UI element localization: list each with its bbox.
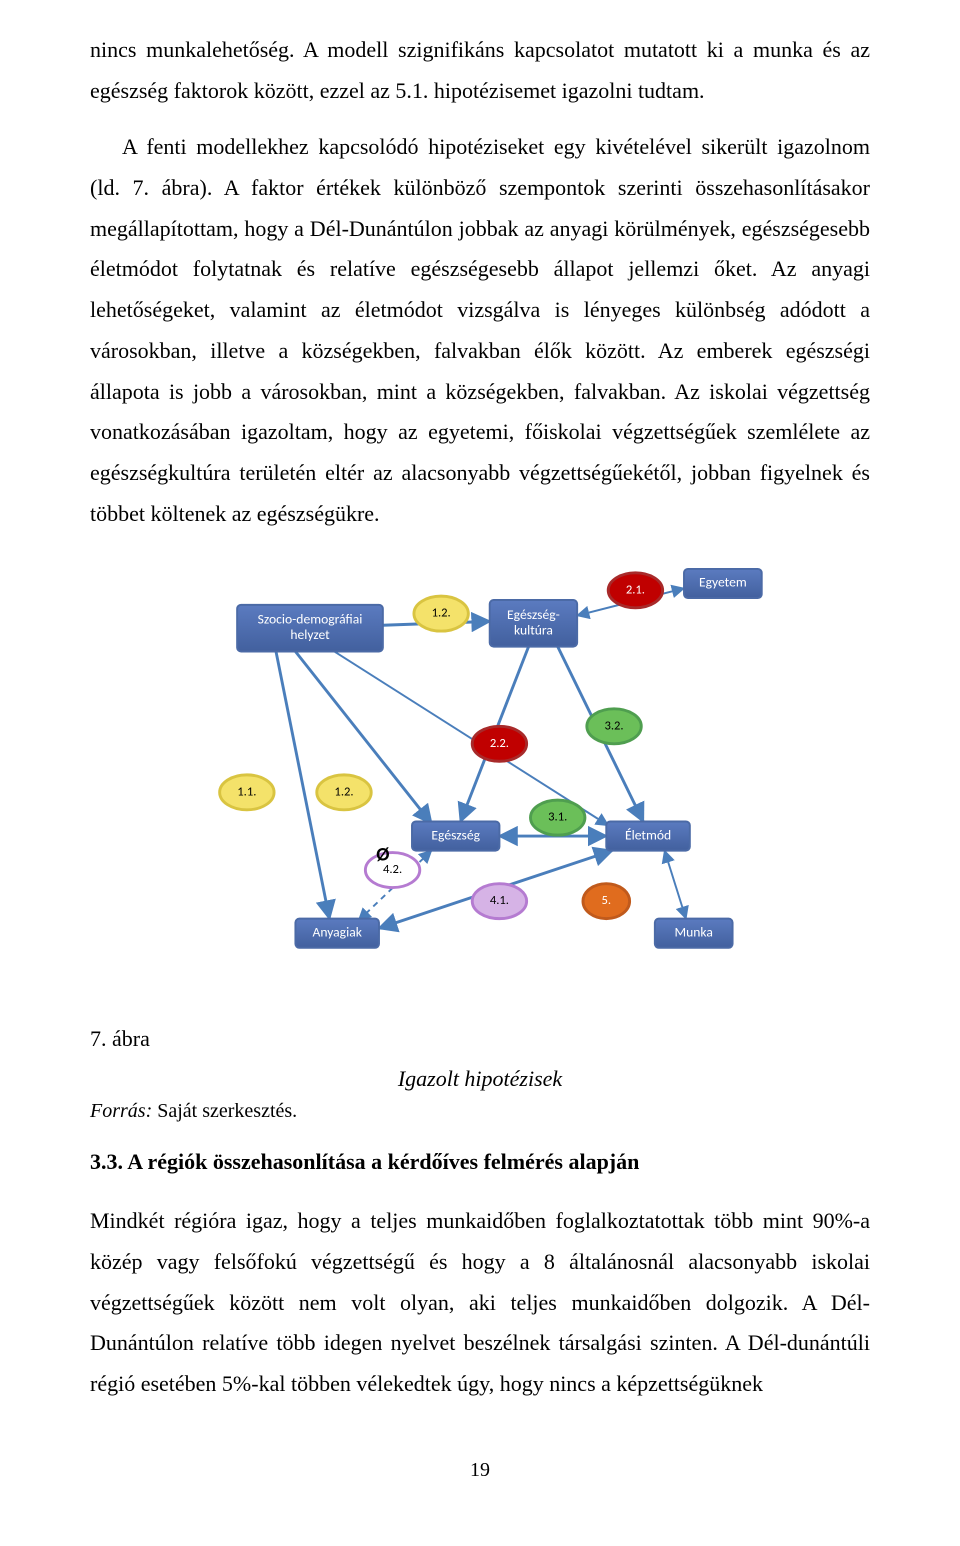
node-egkultura-label: Egészség- — [507, 606, 560, 623]
section-heading: 3.3. A régiók összehasonlítása a kérdőív… — [90, 1149, 870, 1175]
paragraph-3: Mindkét régióra igaz, hogy a teljes munk… — [90, 1201, 870, 1404]
figure-source-text: Saját szerkesztés. — [152, 1100, 297, 1122]
page: nincs munkalehetőség. A modell szignifik… — [0, 0, 960, 1522]
ellipse-e22-label: 2.2. — [490, 736, 509, 751]
node-munka-label: Munka — [675, 924, 713, 941]
edge-eletmod-munka — [665, 851, 686, 919]
ellipse-e21-label: 2.1. — [626, 583, 645, 598]
hypothesis-network-diagram: Szocio-demográfiaihelyzet Egészség-kultúr… — [140, 550, 820, 990]
ellipse-e31-label: 3.1. — [548, 810, 567, 825]
node-egeszseg-label: Egészség — [431, 827, 480, 844]
node-egkultura-label: kultúra — [514, 622, 553, 639]
ellipse-e41-label: 4.1. — [490, 893, 509, 908]
figure-title: Igazolt hipotézisek — [90, 1066, 870, 1092]
ellipse-e12a-label: 1.2. — [432, 606, 451, 621]
ellipse-e32-label: 3.2. — [604, 719, 623, 734]
node-szocio-label: Szocio-demográfiai — [258, 611, 363, 628]
page-number: 19 — [90, 1459, 870, 1482]
edge-szocio-eletmod — [334, 652, 608, 826]
paragraph-2: A fenti modellekhez kapcsolódó hipotézis… — [90, 127, 870, 534]
figure-number: 7. ábra — [90, 1026, 870, 1052]
node-eletmod-label: Életmód — [625, 827, 671, 844]
ellipse-e11-label: 1.1. — [237, 785, 256, 800]
node-anyagiak-label: Anyagiak — [312, 924, 362, 941]
node-szocio-label: helyzet — [290, 626, 330, 643]
figure-caption: 7. ábra Igazolt hipotézisek Forrás: Sajá… — [90, 1026, 870, 1123]
figure-source: Forrás: Saját szerkesztés. — [90, 1100, 870, 1123]
node-egyetem-label: Egyetem — [699, 574, 747, 591]
figure-source-label: Forrás: — [90, 1100, 152, 1122]
diagram-container: Szocio-demográfiaihelyzet Egészség-kultúr… — [90, 550, 870, 990]
ellipse-e5-label: 5. — [601, 893, 611, 908]
ellipse-e12b-label: 1.2. — [334, 785, 353, 800]
null-symbol: Ø — [376, 844, 389, 867]
paragraph-1: nincs munkalehetőség. A modell szignifik… — [90, 30, 870, 111]
